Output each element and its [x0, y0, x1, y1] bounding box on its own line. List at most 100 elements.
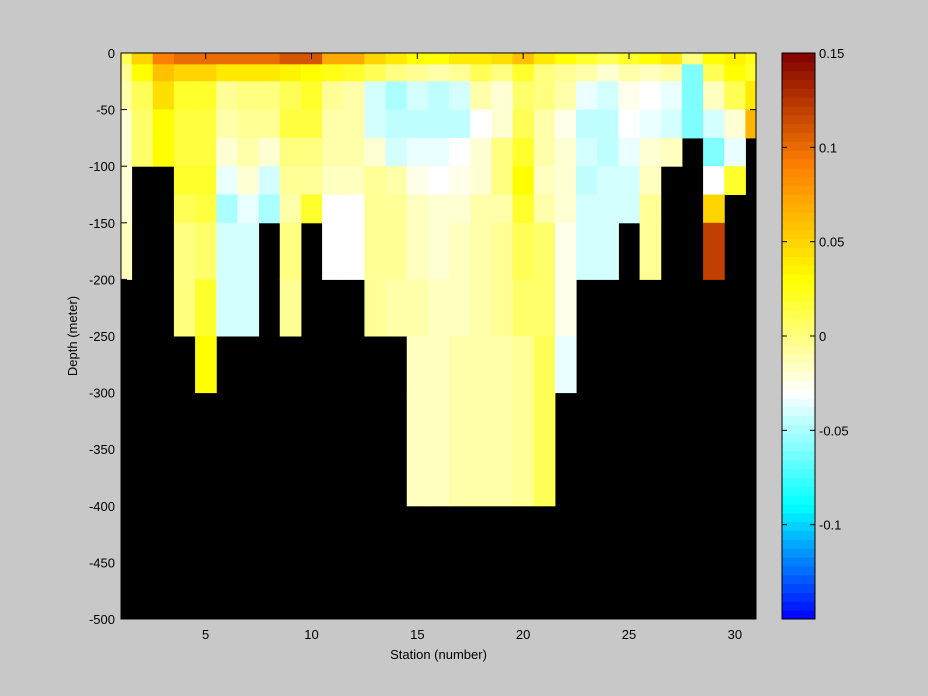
- colorbar-swatch: [782, 274, 815, 284]
- colorbar-swatch: [782, 442, 815, 452]
- colorbar-tick-label: -0.05: [819, 423, 849, 438]
- heatmap-cell: [279, 81, 302, 111]
- colorbar-swatch: [782, 389, 815, 399]
- x-tick-label: 10: [304, 627, 318, 642]
- heatmap-cell: [449, 166, 471, 195]
- heatmap-cell: [121, 81, 133, 111]
- heatmap-cell: [258, 64, 281, 82]
- heatmap-cell: [427, 64, 450, 82]
- y-tick-label: -250: [89, 329, 115, 344]
- x-tick-label: 5: [202, 627, 209, 642]
- colorbar-swatch: [782, 194, 815, 204]
- heatmap-cell: [533, 222, 556, 280]
- colorbar-tick-label: 0.1: [819, 140, 837, 155]
- heatmap-cell: [554, 336, 577, 394]
- y-tick-label: -200: [89, 272, 115, 287]
- colorbar-swatch: [782, 565, 815, 576]
- heatmap-cell: [576, 109, 598, 139]
- heatmap-cell: [427, 81, 450, 111]
- colorbar-swatch: [782, 459, 815, 470]
- heatmap-cell: [406, 166, 429, 195]
- colorbar-swatches: [782, 53, 815, 620]
- heatmap-cell: [639, 194, 662, 224]
- heatmap-cell: [470, 279, 492, 337]
- heatmap-cell: [406, 392, 429, 507]
- heatmap-cell: [406, 336, 429, 394]
- heatmap-cell: [703, 137, 725, 167]
- heatmap-cell: [491, 109, 514, 139]
- heatmap-cell: [406, 81, 429, 111]
- heatmap-cell: [681, 53, 704, 65]
- heatmap-cell: [597, 53, 619, 65]
- colorbar-swatch: [782, 495, 815, 505]
- heatmap-cell: [470, 53, 492, 65]
- heatmap-cell: [703, 109, 725, 139]
- heatmap-cell: [216, 222, 238, 280]
- y-tick-label: -400: [89, 499, 115, 514]
- colorbar-swatch: [782, 141, 815, 151]
- heatmap-cell: [724, 64, 746, 82]
- heatmap-cell: [300, 194, 323, 224]
- heatmap-cell: [470, 166, 492, 195]
- heatmap-cell: [427, 222, 450, 280]
- heatmap-cell: [554, 137, 577, 167]
- heatmap-cell: [173, 64, 196, 82]
- heatmap-cell: [703, 81, 725, 111]
- heatmap-cell: [343, 166, 365, 195]
- heatmap-cell: [554, 53, 577, 65]
- heatmap-cell: [173, 81, 196, 111]
- heatmap-cell: [597, 222, 619, 280]
- heatmap-cell: [427, 336, 450, 394]
- heatmap-cell: [512, 64, 535, 82]
- heatmap-cell: [427, 137, 450, 167]
- heatmap-cell: [385, 64, 408, 82]
- heatmap-cell: [406, 137, 429, 167]
- heatmap-cell: [152, 109, 175, 139]
- heatmap-cell: [491, 279, 514, 337]
- heatmap-cell: [343, 64, 365, 82]
- heatmap-cell: [195, 166, 217, 195]
- colorbar-swatch: [782, 371, 815, 381]
- heatmap-cell: [258, 166, 281, 195]
- heatmap-cell: [279, 53, 302, 65]
- y-tick-label: 0: [108, 46, 115, 61]
- heatmap-cell: [216, 166, 238, 195]
- heatmap-cell: [364, 81, 387, 111]
- heatmap-cell: [512, 137, 535, 167]
- colorbar-swatch: [782, 521, 815, 532]
- colorbar-swatch: [782, 238, 815, 249]
- colorbar-swatch: [782, 247, 815, 257]
- heatmap-cell: [131, 53, 154, 65]
- heatmap-cell: [576, 64, 598, 82]
- heatmap-cell: [491, 392, 514, 507]
- x-axis-label: Station (number): [390, 647, 487, 662]
- heatmap-cell: [470, 109, 492, 139]
- heatmap-cell: [597, 64, 619, 82]
- colorbar-swatch: [782, 61, 815, 72]
- heatmap-cell: [639, 109, 662, 139]
- heatmap-cell: [216, 81, 238, 111]
- colorbar-swatch: [782, 106, 815, 116]
- heatmap-cell: [703, 53, 725, 65]
- heatmap-cell: [152, 53, 175, 65]
- heatmap-cell: [131, 137, 154, 167]
- heatmap-cell: [703, 222, 725, 280]
- heatmap-cell: [364, 194, 387, 224]
- heatmap-cell: [173, 194, 196, 224]
- heatmap-cell: [279, 222, 302, 280]
- colorbar-swatch: [782, 380, 815, 390]
- heatmap-cell: [173, 137, 196, 167]
- heatmap-cell: [237, 222, 260, 280]
- heatmap-cell: [533, 336, 556, 394]
- heatmap-cell: [406, 109, 429, 139]
- heatmap-cell: [554, 81, 577, 111]
- heatmap-cell: [597, 109, 619, 139]
- x-tick-label: 15: [410, 627, 424, 642]
- heatmap-cell: [131, 64, 154, 82]
- y-tick-label: -450: [89, 555, 115, 570]
- heatmap-cell: [364, 166, 387, 195]
- heatmap-cell: [322, 53, 344, 65]
- colorbar-swatch: [782, 557, 815, 567]
- heatmap-cell: [427, 53, 450, 65]
- heatmap-cell: [745, 53, 757, 65]
